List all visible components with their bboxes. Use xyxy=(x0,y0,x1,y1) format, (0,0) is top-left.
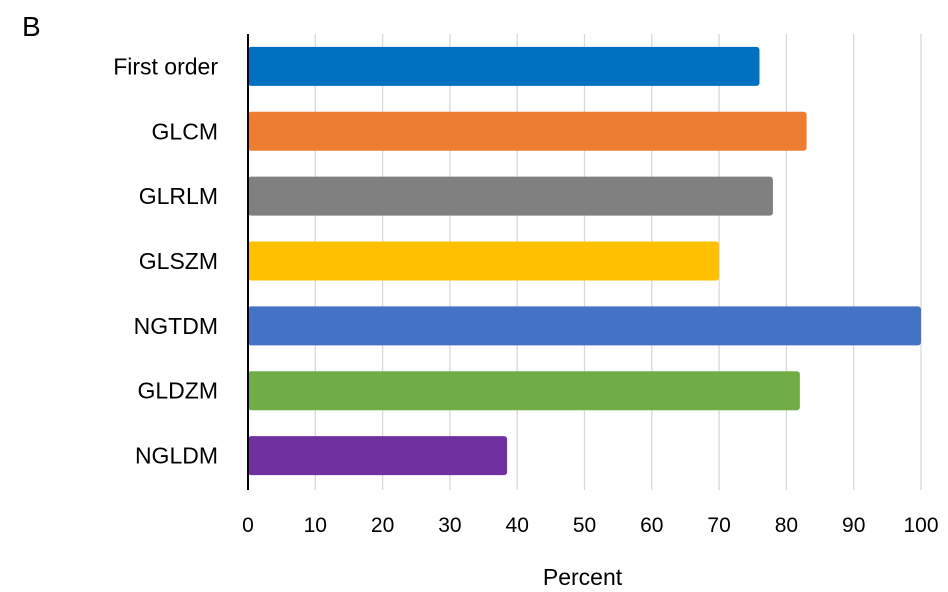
category-label: NGTDM xyxy=(134,313,218,339)
bars xyxy=(248,46,921,476)
bar-ngldm xyxy=(248,436,508,476)
panel-label: B xyxy=(22,11,41,42)
x-tick-label: 40 xyxy=(506,514,529,537)
x-tick-label: 60 xyxy=(640,514,663,537)
category-label: GLDZM xyxy=(138,378,219,404)
category-labels: First order GLCM GLRLM GLSZM NGTDM GLDZM NGLDM xyxy=(113,53,218,468)
bar-glrlm xyxy=(248,176,773,216)
x-tick-label: 90 xyxy=(842,514,865,537)
x-tick-label: 80 xyxy=(775,514,798,537)
bar-gldzm xyxy=(248,371,800,411)
x-tick-label: 70 xyxy=(707,514,730,537)
bar-glcm xyxy=(248,111,807,151)
bar-first-order xyxy=(248,46,760,86)
category-label: First order xyxy=(113,53,218,79)
bar-glszm xyxy=(248,241,720,281)
x-tick-label: 10 xyxy=(304,514,327,537)
x-tick-label: 0 xyxy=(242,514,254,537)
category-label: GLCM xyxy=(152,118,218,144)
x-axis-title: Percent xyxy=(543,564,623,590)
x-tick-label: 50 xyxy=(573,514,596,537)
x-tick-labels: 0 10 20 30 40 50 60 70 80 90 100 xyxy=(242,514,938,537)
category-label: GLRLM xyxy=(139,183,218,209)
category-label: GLSZM xyxy=(139,248,218,274)
x-tick-label: 30 xyxy=(438,514,461,537)
x-tick-label: 100 xyxy=(903,514,938,537)
x-tick-label: 20 xyxy=(371,514,394,537)
category-label: NGLDM xyxy=(135,443,218,469)
bar-ngtdm xyxy=(248,306,921,346)
